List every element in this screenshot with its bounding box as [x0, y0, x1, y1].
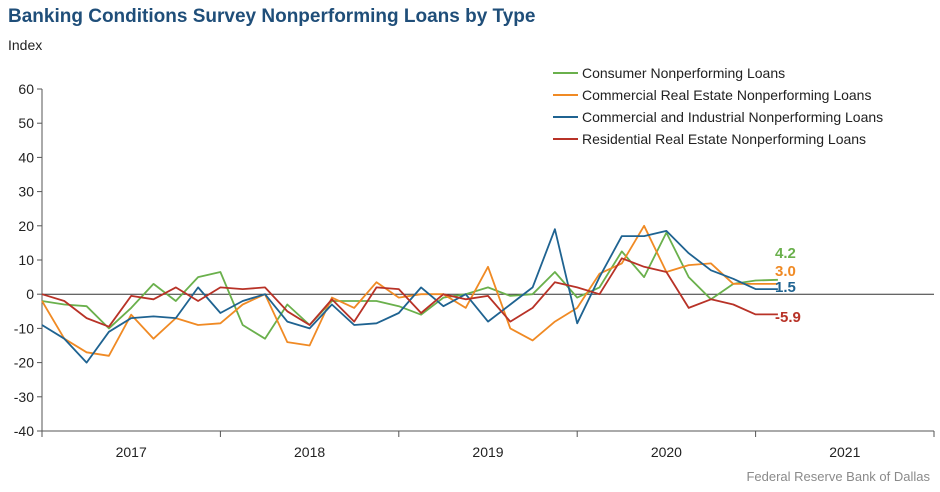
end-value-label: 4.2 — [775, 245, 796, 262]
y-tick-label: -20 — [14, 355, 34, 371]
chart-series — [41, 224, 778, 364]
x-tick-label: 2018 — [294, 444, 325, 460]
chart-axes: -40 -30 -20 -10 0 10 20 30 40 50 60 2017 2018 2019 202… — [14, 81, 935, 460]
y-tick-label: 60 — [18, 81, 34, 97]
x-tick-label: 2019 — [472, 444, 503, 460]
y-tick-label: 20 — [18, 218, 34, 234]
legend-label: Commercial Real Estate Nonperforming Loa… — [582, 87, 871, 103]
chart-legend: Consumer Nonperforming Loans Commercial R… — [553, 65, 883, 147]
y-tick-label: -10 — [14, 320, 34, 336]
y-tick-label: 50 — [18, 115, 34, 131]
end-value-labels: 4.23.01.5 -5.9 — [775, 245, 801, 326]
end-value-label: 1.5 — [775, 279, 796, 296]
end-value-label: 3.0 — [775, 263, 796, 280]
legend-label: Residential Real Estate Nonperforming Lo… — [582, 131, 866, 147]
source-note: Federal Reserve Bank of Dallas — [746, 469, 930, 484]
series-line-1 — [41, 224, 778, 357]
y-tick-label: 10 — [18, 252, 34, 268]
series-line-3 — [41, 257, 778, 328]
x-tick-label: 2020 — [651, 444, 682, 460]
legend-label: Consumer Nonperforming Loans — [582, 65, 785, 81]
y-tick-label: 0 — [26, 286, 34, 302]
y-tick-label: 30 — [18, 184, 34, 200]
end-value-label: -5.9 — [775, 309, 801, 326]
x-tick-label: 2017 — [116, 444, 147, 460]
chart-title: Banking Conditions Survey Nonperforming … — [8, 6, 536, 27]
x-tick-label: 2021 — [829, 444, 860, 460]
y-tick-label: -40 — [14, 423, 34, 439]
y-tick-label: 40 — [18, 149, 34, 165]
legend-label: Commercial and Industrial Nonperforming … — [582, 109, 883, 125]
series-line-0 — [41, 231, 778, 340]
y-axis-unit-label: Index — [8, 37, 43, 53]
y-tick-label: -30 — [14, 389, 34, 405]
